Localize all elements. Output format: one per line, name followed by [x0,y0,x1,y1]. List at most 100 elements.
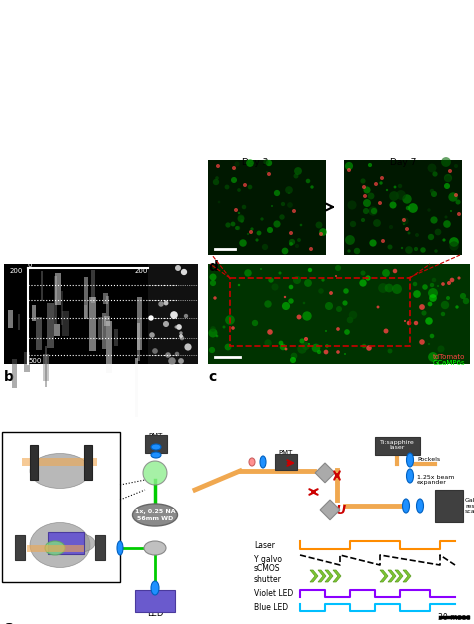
Circle shape [413,290,421,298]
Text: Galvo-
resonant
scanner: Galvo- resonant scanner [465,498,474,514]
Circle shape [303,301,305,305]
Circle shape [449,237,459,247]
Bar [61,291,63,325]
Polygon shape [318,570,326,582]
Circle shape [267,227,273,233]
Bar [12,359,17,388]
Circle shape [383,328,389,333]
Bar [275,454,297,470]
Text: tdTomato: tdTomato [433,354,465,360]
Circle shape [336,327,340,331]
Circle shape [441,282,445,286]
Text: 200: 200 [10,268,23,274]
Circle shape [231,326,235,330]
Circle shape [306,178,310,183]
Circle shape [414,321,418,325]
Text: a: a [4,620,13,624]
Text: sCMOS
camera: sCMOS camera [52,520,81,539]
Circle shape [318,288,324,294]
Circle shape [152,348,158,354]
Circle shape [444,174,452,182]
Bar [98,317,103,340]
Circle shape [179,334,183,338]
Circle shape [175,265,181,271]
Circle shape [235,162,239,167]
Circle shape [345,162,353,170]
Circle shape [176,324,182,330]
Bar [148,264,198,364]
Circle shape [180,336,184,340]
Circle shape [209,328,218,338]
Circle shape [267,329,273,335]
Circle shape [398,184,402,188]
Bar [27,295,29,349]
Bar [137,297,142,350]
Circle shape [450,278,454,282]
Circle shape [225,315,235,325]
Circle shape [441,301,449,309]
Circle shape [445,176,451,182]
Circle shape [158,301,164,307]
Bar [375,437,420,455]
Circle shape [319,228,327,236]
Circle shape [378,283,388,293]
Circle shape [163,321,169,327]
Text: b: b [4,370,14,384]
Circle shape [437,285,439,287]
Circle shape [210,280,216,286]
Bar [45,346,47,387]
Circle shape [312,344,320,353]
Circle shape [288,192,290,194]
Circle shape [238,212,240,214]
Polygon shape [380,570,388,582]
Circle shape [264,159,269,165]
Bar [114,329,118,346]
Circle shape [389,191,399,201]
Ellipse shape [151,581,159,595]
Bar [41,271,43,301]
Circle shape [234,208,238,212]
Circle shape [388,245,392,250]
Circle shape [450,210,452,212]
Circle shape [443,220,451,228]
Circle shape [396,190,406,200]
Circle shape [406,206,410,210]
Text: 30 msec: 30 msec [438,613,470,622]
Polygon shape [403,570,411,582]
Bar [4,434,118,508]
Circle shape [435,228,441,235]
Text: d: d [208,260,218,274]
Circle shape [294,167,302,175]
Circle shape [432,172,438,177]
Circle shape [393,185,396,188]
Circle shape [354,248,360,254]
Circle shape [264,300,272,308]
Circle shape [267,172,271,176]
Circle shape [280,344,286,350]
Text: 1.25x beam
expander: 1.25x beam expander [417,475,455,485]
Circle shape [297,344,307,354]
Circle shape [231,177,237,183]
Circle shape [349,311,357,319]
Circle shape [308,268,312,272]
Circle shape [295,244,299,248]
Circle shape [403,223,405,225]
Text: Day 7: Day 7 [390,158,416,167]
Circle shape [441,157,451,167]
Bar [30,445,38,480]
Polygon shape [388,570,396,582]
Bar [48,532,84,554]
Circle shape [420,247,426,253]
Bar [84,445,92,480]
Circle shape [393,269,397,273]
Bar [32,305,36,321]
Circle shape [235,226,239,230]
Circle shape [316,222,322,228]
Circle shape [269,330,271,332]
Ellipse shape [30,454,90,489]
Bar [344,160,462,255]
Circle shape [392,284,402,294]
Circle shape [268,277,273,283]
Circle shape [362,185,366,189]
Text: PMT: PMT [149,433,163,439]
